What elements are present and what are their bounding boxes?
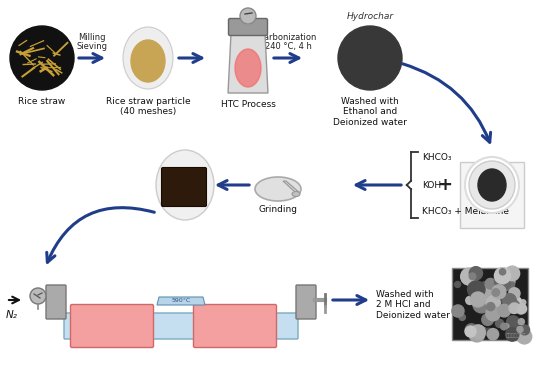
Text: Hydrochar: Hydrochar xyxy=(346,12,393,21)
FancyBboxPatch shape xyxy=(71,304,153,347)
Circle shape xyxy=(492,289,500,296)
FancyBboxPatch shape xyxy=(46,285,66,319)
Circle shape xyxy=(30,288,46,304)
Circle shape xyxy=(486,307,500,321)
Circle shape xyxy=(473,296,490,313)
Circle shape xyxy=(517,329,532,344)
Circle shape xyxy=(459,314,465,321)
Circle shape xyxy=(469,326,485,342)
Circle shape xyxy=(504,324,509,329)
Circle shape xyxy=(518,319,524,325)
Circle shape xyxy=(467,281,485,298)
Circle shape xyxy=(507,316,519,329)
Circle shape xyxy=(486,296,500,310)
Circle shape xyxy=(338,26,402,90)
Text: Milling: Milling xyxy=(78,33,106,42)
Circle shape xyxy=(482,314,494,325)
Circle shape xyxy=(494,297,510,312)
Ellipse shape xyxy=(123,27,173,89)
Text: KHCO₃ + Melamine: KHCO₃ + Melamine xyxy=(422,208,509,216)
Ellipse shape xyxy=(465,157,519,213)
Circle shape xyxy=(10,26,74,90)
Text: KOH: KOH xyxy=(422,180,441,190)
Circle shape xyxy=(501,323,507,330)
Circle shape xyxy=(471,292,486,307)
Circle shape xyxy=(500,269,505,275)
Text: Rice straw particle
(40 meshes): Rice straw particle (40 meshes) xyxy=(106,97,190,116)
Circle shape xyxy=(470,267,482,280)
Ellipse shape xyxy=(255,177,301,201)
Text: HTC Process: HTC Process xyxy=(220,100,276,109)
Circle shape xyxy=(509,288,520,299)
Circle shape xyxy=(503,294,516,307)
Polygon shape xyxy=(157,297,205,305)
Text: +: + xyxy=(437,176,452,194)
FancyBboxPatch shape xyxy=(193,304,277,347)
Circle shape xyxy=(509,303,519,314)
Circle shape xyxy=(503,279,515,290)
Circle shape xyxy=(508,296,516,304)
Text: 材料分析与应用: 材料分析与应用 xyxy=(506,333,526,338)
Text: 240 °C, 4 h: 240 °C, 4 h xyxy=(265,42,311,51)
FancyBboxPatch shape xyxy=(64,313,298,339)
FancyBboxPatch shape xyxy=(161,167,206,206)
Circle shape xyxy=(487,302,495,311)
Circle shape xyxy=(495,288,500,293)
Circle shape xyxy=(452,305,464,317)
Circle shape xyxy=(475,286,493,304)
Text: N₂: N₂ xyxy=(6,310,18,320)
Ellipse shape xyxy=(292,191,300,197)
Text: Rice straw: Rice straw xyxy=(18,97,65,106)
Circle shape xyxy=(495,275,501,280)
FancyBboxPatch shape xyxy=(228,18,267,35)
Ellipse shape xyxy=(235,49,261,87)
Circle shape xyxy=(520,325,530,335)
Circle shape xyxy=(485,328,492,336)
Circle shape xyxy=(498,304,511,317)
Circle shape xyxy=(494,273,511,290)
Circle shape xyxy=(506,300,520,313)
Circle shape xyxy=(471,325,485,339)
FancyBboxPatch shape xyxy=(460,162,524,228)
Polygon shape xyxy=(283,181,300,193)
Circle shape xyxy=(510,273,516,279)
Circle shape xyxy=(455,282,460,287)
Circle shape xyxy=(520,300,526,305)
Ellipse shape xyxy=(156,150,214,220)
Circle shape xyxy=(481,328,487,334)
Circle shape xyxy=(494,268,511,284)
Ellipse shape xyxy=(478,169,506,201)
Circle shape xyxy=(505,266,520,281)
Ellipse shape xyxy=(469,161,515,209)
Circle shape xyxy=(240,8,256,24)
Text: KHCO₃: KHCO₃ xyxy=(422,153,451,163)
Circle shape xyxy=(478,282,493,298)
FancyBboxPatch shape xyxy=(452,268,528,340)
Text: Carbonization: Carbonization xyxy=(259,33,317,42)
Circle shape xyxy=(469,273,476,280)
Circle shape xyxy=(460,268,478,285)
Circle shape xyxy=(466,296,474,304)
Circle shape xyxy=(465,324,478,336)
Text: Grinding: Grinding xyxy=(258,205,297,214)
Circle shape xyxy=(495,319,504,328)
Polygon shape xyxy=(228,34,268,93)
FancyBboxPatch shape xyxy=(296,285,316,319)
Ellipse shape xyxy=(131,40,165,82)
Text: 590°C: 590°C xyxy=(172,298,191,304)
Text: Sieving: Sieving xyxy=(77,42,108,51)
Circle shape xyxy=(517,326,523,333)
Circle shape xyxy=(505,328,519,341)
Circle shape xyxy=(487,329,498,340)
Text: Washed with
2 M HCl and
Deionized water: Washed with 2 M HCl and Deionized water xyxy=(376,290,450,320)
Circle shape xyxy=(515,297,521,304)
Circle shape xyxy=(517,304,527,314)
Circle shape xyxy=(485,279,496,289)
Circle shape xyxy=(465,326,476,337)
Circle shape xyxy=(516,305,525,314)
Circle shape xyxy=(492,285,506,299)
Text: Washed with
Ethanol and
Deionized water: Washed with Ethanol and Deionized water xyxy=(333,97,407,127)
Circle shape xyxy=(507,278,515,286)
